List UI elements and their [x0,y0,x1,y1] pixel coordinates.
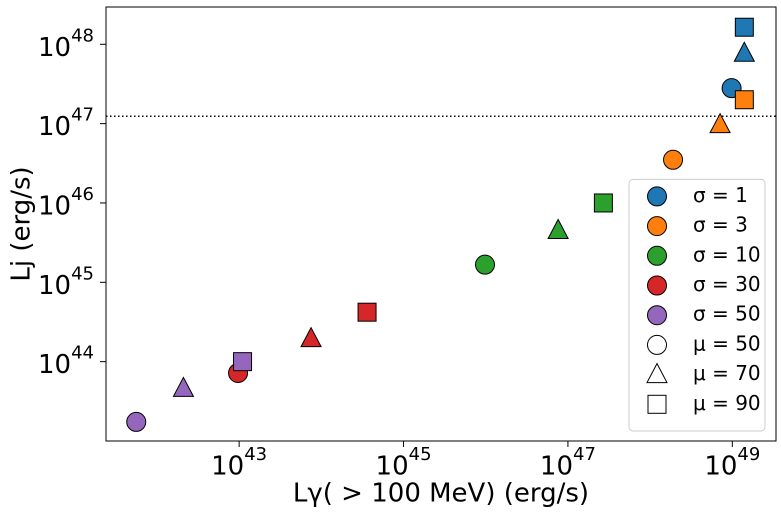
point [300,326,322,348]
y-axis-label: Lj (erg/s) [7,166,37,281]
point [593,193,613,213]
point [547,218,569,239]
point [126,411,147,432]
legend-label: μ = 90 [693,391,761,415]
legend-label: σ = 1 [693,183,748,207]
legend-label: μ = 70 [693,361,761,385]
y-tick-label: 1045 [38,263,94,301]
point [709,112,731,134]
legend-label: σ = 10 [693,242,761,266]
legend-label: σ = 30 [693,272,761,296]
point [172,376,195,397]
point [733,41,756,62]
legend-box [628,178,766,432]
y-tick-label: 1047 [38,105,94,143]
legend-label: μ = 50 [693,331,761,355]
legend-marker [646,362,668,384]
point [233,352,253,372]
legend-marker [647,394,667,414]
legend-label: σ = 50 [693,302,761,326]
point [734,17,754,37]
x-tick-label: 1043 [211,444,267,482]
point [734,90,754,110]
y-tick-label: 1044 [38,343,94,381]
plot-frame [105,6,777,442]
legend-marker [647,275,667,296]
y-tick-label: 1048 [38,25,94,63]
legend-marker [647,216,667,237]
y-tick-label: 1046 [38,184,94,222]
x-tick-label: 1049 [704,444,760,482]
legend-marker [647,245,667,266]
point [663,149,684,170]
legend-label: σ = 3 [693,213,748,237]
x-tick-label: 1045 [376,444,432,482]
legend-marker [647,305,667,326]
legend-marker [647,186,667,207]
legend-marker [647,334,667,355]
point [475,254,496,275]
point [357,302,377,322]
x-tick-label: 1047 [540,444,596,482]
x-axis-label: Lγ( > 100 MeV) (erg/s) [293,479,589,509]
